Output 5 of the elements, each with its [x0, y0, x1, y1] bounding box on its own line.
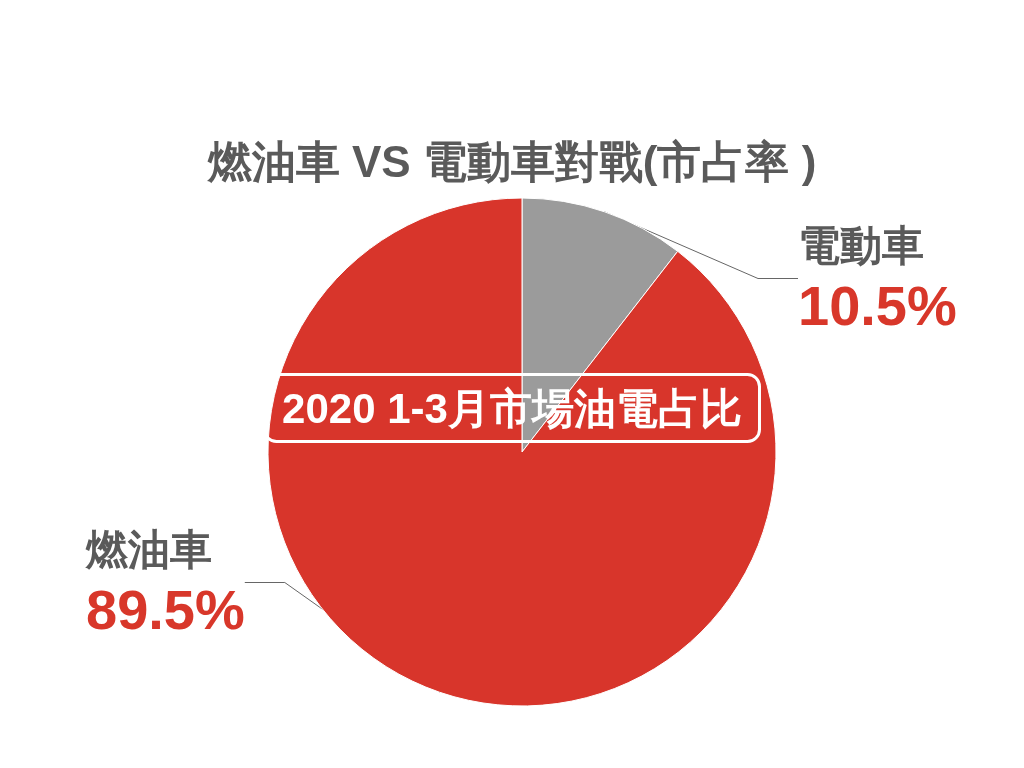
data-label: 10.5%	[798, 273, 957, 337]
slice-label: 電動車	[798, 221, 924, 269]
slice-label: 燃油車	[85, 525, 212, 573]
chart-title: 燃油車 VS 電動車對戰(市占率 )	[205, 136, 817, 186]
data-label: 89.5%	[86, 577, 245, 641]
